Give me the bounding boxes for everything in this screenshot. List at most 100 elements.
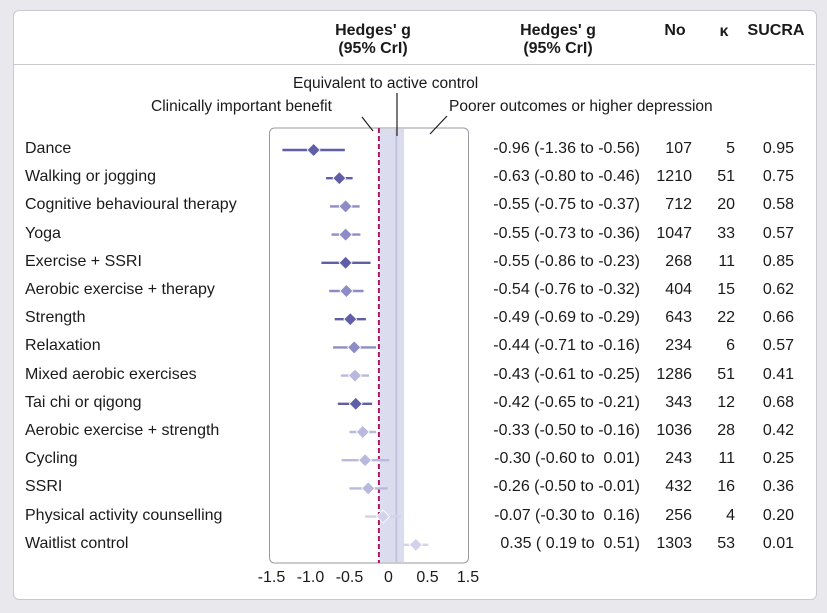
k-value: 12 [717, 393, 735, 411]
ci-text: -0.07 (-0.30 to 0.16) [494, 506, 640, 524]
ci-text: -0.96 (-1.36 to -0.56) [493, 140, 640, 157]
no-value: 712 [665, 196, 692, 214]
ci-text: -0.49 (-0.69 to -0.29) [493, 309, 640, 327]
row-label: Yoga [25, 224, 61, 242]
ci-text: -0.44 (-0.71 to -0.16) [493, 337, 640, 355]
sucra-value: 0.41 [762, 365, 794, 383]
annotation-clinical: Clinically important benefit [151, 98, 332, 115]
k-value: 5 [726, 140, 735, 157]
estimate-diamond [348, 396, 363, 411]
row-label: Cycling [25, 450, 78, 468]
no-value: 107 [665, 140, 692, 157]
ci-text: -0.26 (-0.50 to -0.01) [493, 478, 640, 496]
k-value: 33 [717, 224, 735, 242]
estimate-diamond [306, 142, 321, 158]
sucra-value: 0.85 [762, 252, 794, 270]
row-label: Waitlist control [25, 534, 129, 552]
poorer-pointer [429, 115, 448, 135]
estimate-diamond [343, 312, 358, 327]
row-label: Exercise + SSRI [25, 252, 142, 270]
estimate-diamond [355, 424, 370, 440]
estimate-diamond [361, 481, 376, 496]
k-value: 4 [726, 506, 735, 524]
row-label: SSRI [25, 478, 63, 496]
sucra-value: 0.20 [762, 506, 794, 524]
x-tick-label: -0.5 [336, 569, 364, 586]
estimate-header-line1: Hedges' g [520, 22, 596, 39]
k-value: 53 [717, 534, 735, 552]
sucra-value: 0.68 [762, 393, 794, 411]
k-column-header: κ [719, 23, 729, 40]
ci-text: -0.63 (-0.80 to -0.46) [493, 168, 640, 186]
estimate-diamond [339, 283, 354, 299]
no-value: 1047 [656, 224, 692, 242]
row-label: Strength [25, 309, 86, 327]
ci-text: -0.42 (-0.65 to -0.21) [493, 393, 640, 411]
estimate-diamond [347, 340, 362, 355]
sucra-value: 0.36 [762, 478, 794, 496]
k-value: 15 [717, 281, 735, 298]
estimate-diamond [338, 227, 353, 242]
x-tick-label: 1.5 [457, 569, 479, 586]
plot-box [269, 127, 469, 564]
x-tick-label: -1.5 [258, 569, 286, 586]
x-tick-label: -1.0 [297, 569, 325, 586]
sucra-value: 0.66 [762, 309, 794, 327]
estimate-column-header: Hedges' g (95% CrI) [503, 22, 613, 58]
equivalent-band [379, 129, 405, 562]
plot-column-header: Hedges' g (95% CrI) [318, 22, 428, 58]
ci-text: 0.35 ( 0.19 to 0.51) [500, 534, 640, 552]
row-label: Physical activity counselling [25, 506, 223, 524]
no-value: 1303 [656, 534, 692, 552]
ci-text: -0.55 (-0.75 to -0.37) [493, 196, 640, 214]
k-value: 11 [718, 450, 735, 468]
row-label: Aerobic exercise + strength [25, 422, 220, 439]
sucra-column-header: SUCRA [747, 22, 805, 39]
estimate-diamond [375, 509, 391, 524]
row-label: Cognitive behavioural therapy [25, 196, 237, 214]
ci-text: -0.55 (-0.86 to -0.23) [493, 252, 640, 270]
no-value: 234 [665, 337, 692, 355]
row-label: Tai chi or qigong [25, 393, 142, 411]
k-value: 22 [717, 309, 735, 327]
no-value: 256 [665, 506, 692, 524]
ci-text: -0.33 (-0.50 to -0.16) [493, 422, 640, 439]
sucra-value: 0.57 [762, 337, 794, 355]
sucra-value: 0.57 [762, 224, 794, 242]
k-value: 6 [726, 337, 735, 355]
no-value: 268 [665, 252, 692, 270]
sucra-value: 0.75 [762, 168, 794, 186]
estimate-diamond [332, 171, 347, 186]
k-value: 20 [717, 196, 735, 214]
clinical-pointer [361, 116, 374, 132]
no-value: 432 [665, 478, 692, 496]
estimate-diamond [347, 368, 363, 383]
row-label: Mixed aerobic exercises [25, 365, 197, 383]
no-value: 1210 [656, 168, 692, 186]
no-value: 1036 [656, 422, 692, 439]
ci-text: -0.30 (-0.60 to 0.01) [494, 450, 640, 468]
k-value: 28 [717, 422, 735, 439]
annotation-poorer: Poorer outcomes or higher depression [449, 98, 713, 115]
plot-header-line2: (95% CrI) [338, 40, 408, 57]
estimate-diamond [358, 453, 373, 468]
plot-header-line1: Hedges' g [335, 22, 411, 39]
no-value: 343 [665, 393, 692, 411]
no-column-header: No [664, 22, 686, 39]
sucra-value: 0.58 [762, 196, 794, 214]
sucra-value: 0.25 [762, 450, 794, 468]
ci-text: -0.54 (-0.76 to -0.32) [493, 281, 640, 298]
estimate-diamond [408, 537, 423, 552]
row-label: Aerobic exercise + therapy [25, 281, 215, 298]
row-label: Relaxation [25, 337, 101, 355]
ci-text: -0.55 (-0.73 to -0.36) [493, 224, 640, 242]
ci-text: -0.43 (-0.61 to -0.25) [493, 365, 640, 383]
k-value: 11 [718, 252, 735, 270]
annotation-equivalent: Equivalent to active control [293, 75, 479, 92]
k-value: 16 [717, 478, 735, 496]
x-tick-label: 0 [384, 569, 393, 586]
estimate-diamond [338, 199, 353, 214]
estimate-diamond [338, 255, 353, 270]
estimate-header-line2: (95% CrI) [523, 40, 593, 57]
